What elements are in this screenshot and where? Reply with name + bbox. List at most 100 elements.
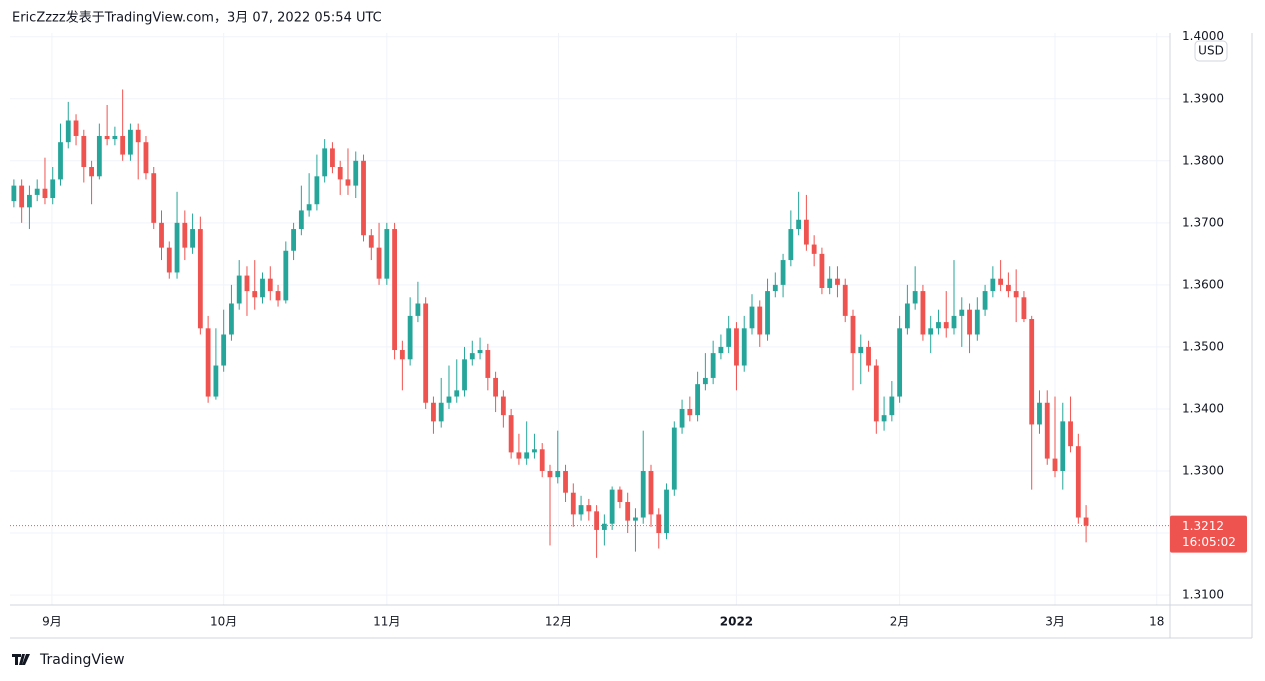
candle-body bbox=[796, 219, 802, 230]
candle-body bbox=[687, 408, 693, 416]
candle-body bbox=[578, 505, 584, 515]
candle-body bbox=[570, 492, 576, 515]
candle-body bbox=[291, 229, 296, 251]
x-tick-label: 11月 bbox=[373, 615, 400, 629]
candle-body bbox=[765, 291, 770, 335]
candle-body bbox=[267, 278, 273, 292]
candle-body bbox=[920, 291, 926, 335]
candle-body bbox=[50, 179, 56, 199]
x-tick-label: 2022 bbox=[720, 615, 753, 629]
candle-body bbox=[601, 523, 607, 530]
candle-body bbox=[640, 470, 646, 518]
candle-body bbox=[734, 328, 739, 366]
candle-body bbox=[174, 222, 180, 273]
candle-body bbox=[213, 365, 219, 397]
candle-body bbox=[586, 505, 592, 512]
candle-body bbox=[819, 253, 825, 288]
candle-body bbox=[671, 427, 677, 490]
candle-body bbox=[1037, 402, 1042, 425]
candle-body bbox=[166, 247, 172, 273]
candle-body bbox=[330, 148, 335, 168]
candle-body bbox=[399, 350, 405, 360]
x-tick-label: 10月 bbox=[210, 615, 237, 629]
candle-body bbox=[633, 517, 638, 521]
candle-body bbox=[982, 291, 988, 310]
candle-body bbox=[135, 129, 141, 143]
candle-body bbox=[695, 384, 701, 416]
candle-body bbox=[842, 284, 848, 316]
y-tick-label: 1.3400 bbox=[1182, 401, 1224, 415]
candle-body bbox=[990, 278, 996, 292]
y-tick-label: 1.4000 bbox=[1182, 29, 1224, 43]
candle-body bbox=[827, 278, 833, 288]
candle-body bbox=[322, 148, 328, 177]
candle-body bbox=[353, 160, 359, 186]
candle-body bbox=[749, 306, 755, 329]
countdown-label: 16:05:02 bbox=[1182, 535, 1236, 549]
candle-body bbox=[850, 315, 856, 354]
candle-body bbox=[617, 489, 623, 503]
candle-body bbox=[423, 303, 429, 403]
candle-body bbox=[275, 291, 281, 301]
candle-body bbox=[881, 415, 887, 422]
candle-body bbox=[1075, 446, 1081, 518]
candle-body bbox=[904, 303, 910, 329]
candle-body bbox=[555, 470, 561, 478]
candle-body bbox=[205, 328, 211, 397]
candle-body bbox=[1029, 319, 1035, 425]
chart-title: EricZzzz发表于TradingView.com，3月 07, 2022 0… bbox=[12, 10, 382, 26]
candle-body bbox=[89, 167, 94, 177]
candle-body bbox=[594, 511, 600, 530]
candle-body bbox=[345, 179, 351, 186]
candle-body bbox=[120, 135, 126, 155]
candle-body bbox=[702, 377, 708, 385]
last-price-label: 1.3212 bbox=[1182, 519, 1224, 533]
brand-logo bbox=[12, 654, 30, 665]
candle-body bbox=[912, 291, 918, 304]
candle-body bbox=[19, 185, 25, 208]
candle-body bbox=[493, 377, 499, 397]
candle-body bbox=[563, 470, 568, 493]
candle-body bbox=[462, 359, 467, 391]
candle-body bbox=[407, 315, 413, 360]
candle-body bbox=[710, 353, 716, 378]
candle-body bbox=[11, 185, 17, 202]
candle-body bbox=[112, 135, 118, 140]
candle-body bbox=[508, 415, 514, 453]
candle-body bbox=[1052, 458, 1058, 471]
candle-body bbox=[780, 260, 786, 285]
candle-body bbox=[811, 244, 817, 254]
candle-body bbox=[73, 120, 79, 136]
candle-body bbox=[943, 322, 949, 329]
candle-body bbox=[873, 365, 879, 422]
candle-body bbox=[609, 489, 615, 524]
candle-body bbox=[42, 188, 48, 199]
candle-body bbox=[500, 396, 506, 416]
candle-body bbox=[415, 303, 421, 316]
candle-body bbox=[664, 489, 669, 534]
candle-body bbox=[757, 306, 763, 335]
candle-body bbox=[1005, 284, 1011, 292]
x-tick-label: 9月 bbox=[42, 615, 62, 629]
candle-body bbox=[244, 275, 250, 292]
y-tick-label: 1.3900 bbox=[1182, 91, 1224, 105]
candle-body bbox=[283, 250, 289, 301]
last-price-badge bbox=[1170, 515, 1247, 553]
candle-body bbox=[143, 142, 149, 174]
candle-body bbox=[741, 328, 747, 366]
plot-area bbox=[10, 33, 1170, 605]
candle-body bbox=[936, 322, 941, 329]
candle-body bbox=[998, 278, 1004, 285]
brand-name: TradingView bbox=[39, 652, 125, 668]
candle-body bbox=[539, 449, 545, 471]
candle-body bbox=[298, 210, 304, 230]
candle-body bbox=[1083, 517, 1089, 526]
candle-body bbox=[974, 309, 980, 335]
candle-body bbox=[236, 275, 242, 304]
candle-body bbox=[128, 129, 133, 155]
candle-body bbox=[104, 135, 110, 140]
candle-body bbox=[431, 402, 436, 422]
x-tick-label: 12月 bbox=[545, 615, 572, 629]
candle-body bbox=[959, 309, 965, 316]
candle-body bbox=[384, 229, 390, 279]
